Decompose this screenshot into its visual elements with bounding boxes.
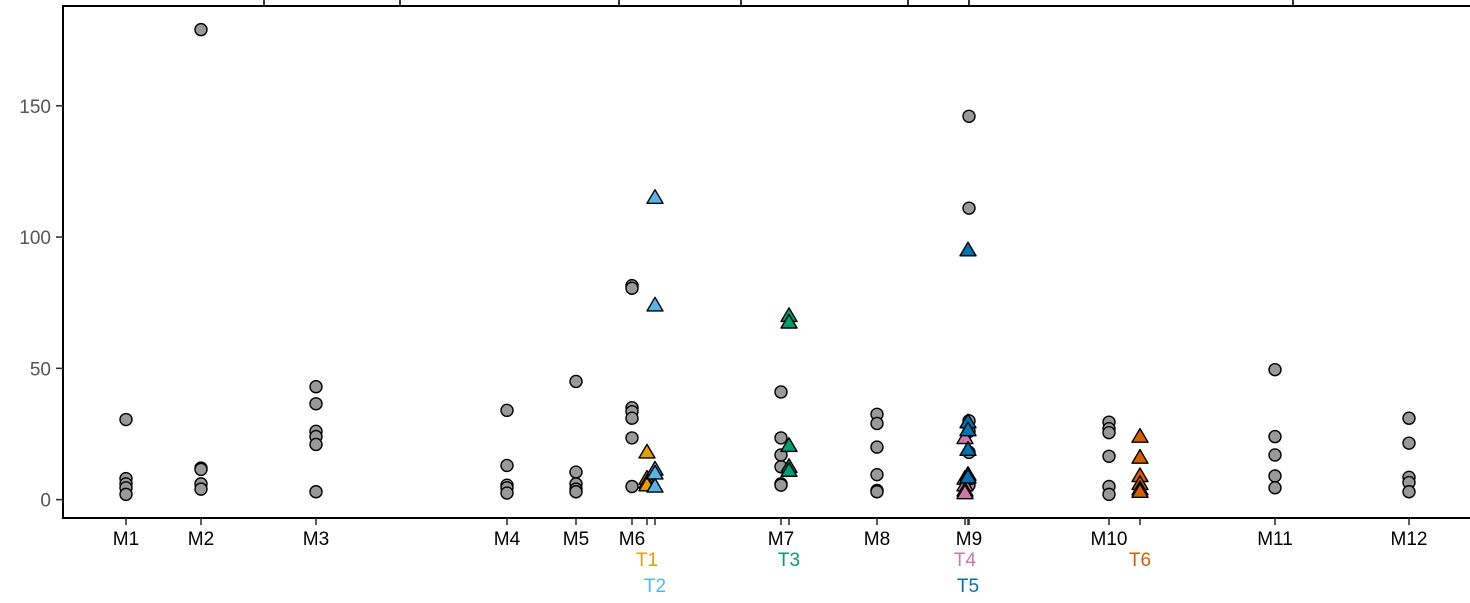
x-tick-label-M12: M12	[1391, 529, 1428, 550]
x-tick-label-M10: M10	[1091, 529, 1128, 550]
point-M5-4	[569, 485, 583, 499]
point-M6-4	[625, 411, 639, 425]
point-M2-2	[194, 462, 208, 477]
x-tick-label-M11: M11	[1257, 529, 1293, 550]
point-M10-3	[1102, 449, 1116, 463]
point-M2-4	[194, 482, 208, 496]
point-M11-1	[1268, 429, 1282, 444]
point-M8-5	[870, 485, 884, 499]
point-M8-3	[870, 467, 884, 482]
point-M10-2	[1102, 425, 1116, 440]
point-M3-0	[309, 380, 323, 394]
point-M4-0	[500, 403, 514, 418]
point-T1-0	[638, 443, 656, 459]
point-M6-6	[625, 479, 639, 494]
point-M11-2	[1268, 448, 1282, 462]
point-M11-4	[1268, 481, 1282, 495]
point-T2-1	[646, 296, 664, 312]
point-M2-0	[194, 22, 208, 37]
y-tick-label-0: 0	[40, 491, 51, 512]
point-M5-1	[569, 465, 583, 479]
point-M11-0	[1268, 362, 1282, 377]
point-M11-3	[1268, 469, 1282, 483]
point-M7-1	[774, 431, 788, 445]
point-T5-3	[959, 441, 977, 457]
x-tick-label-T4: T4	[954, 550, 977, 571]
point-M6-5	[625, 431, 639, 445]
point-M4-1	[500, 458, 514, 473]
point-T5-2	[959, 421, 977, 437]
point-T4-0	[956, 429, 974, 445]
point-M5-0	[569, 374, 583, 389]
point-T2-0	[646, 188, 664, 204]
point-M8-2	[870, 440, 884, 454]
x-tick-label-T5: T5	[957, 576, 979, 597]
point-M3-5	[309, 485, 323, 499]
y-tick-label-50: 50	[30, 359, 51, 380]
x-tick-label-T1: T1	[636, 550, 658, 571]
point-T5-5	[959, 468, 977, 484]
point-M8-1	[870, 416, 884, 431]
x-tick-label-M9: M9	[956, 529, 982, 550]
x-tick-label-M6: M6	[619, 529, 645, 550]
x-tick-label-T2: T2	[644, 576, 666, 597]
point-T6-0	[1131, 427, 1149, 443]
point-T2-4	[646, 477, 664, 493]
point-M9-0	[962, 109, 976, 123]
y-axis: 0 50 100 150	[19, 97, 63, 512]
x-tick-label-M3: M3	[303, 529, 329, 550]
point-M3-1	[309, 397, 323, 411]
x-tick-label-M2: M2	[188, 529, 214, 550]
data-points	[119, 22, 1416, 502]
point-M12-1	[1402, 436, 1416, 450]
point-M4-4	[500, 486, 514, 500]
x-tick-label-T3: T3	[778, 550, 800, 571]
point-M1-4	[119, 487, 133, 502]
x-tick-label-M7: M7	[768, 529, 794, 550]
point-T3-2	[780, 437, 798, 453]
point-T3-1	[780, 313, 798, 329]
point-M7-5	[774, 478, 788, 492]
x-tick-label-M8: M8	[864, 529, 890, 550]
point-M3-4	[309, 437, 323, 452]
point-M9-1	[962, 201, 976, 215]
point-M12-0	[1402, 411, 1416, 425]
point-T6-1	[1131, 448, 1149, 464]
point-T4-4	[956, 484, 974, 500]
x-tick-label-M4: M4	[494, 529, 521, 550]
point-M10-5	[1102, 487, 1116, 502]
x-tick-label-M1: M1	[113, 529, 139, 550]
x-tick-label-M5: M5	[563, 529, 589, 550]
y-tick-label-150: 150	[19, 97, 51, 118]
point-M1-0	[119, 412, 133, 427]
point-M12-4	[1402, 485, 1416, 499]
point-T6-5	[1131, 483, 1149, 499]
x-tick-label-T6: T6	[1129, 550, 1151, 571]
point-T5-0	[959, 241, 977, 257]
point-T3-4	[780, 462, 798, 478]
point-M7-0	[774, 385, 788, 399]
point-M6-1	[625, 281, 639, 295]
top-axis-ticks	[263, 0, 1294, 6]
y-tick-label-100: 100	[19, 228, 51, 249]
